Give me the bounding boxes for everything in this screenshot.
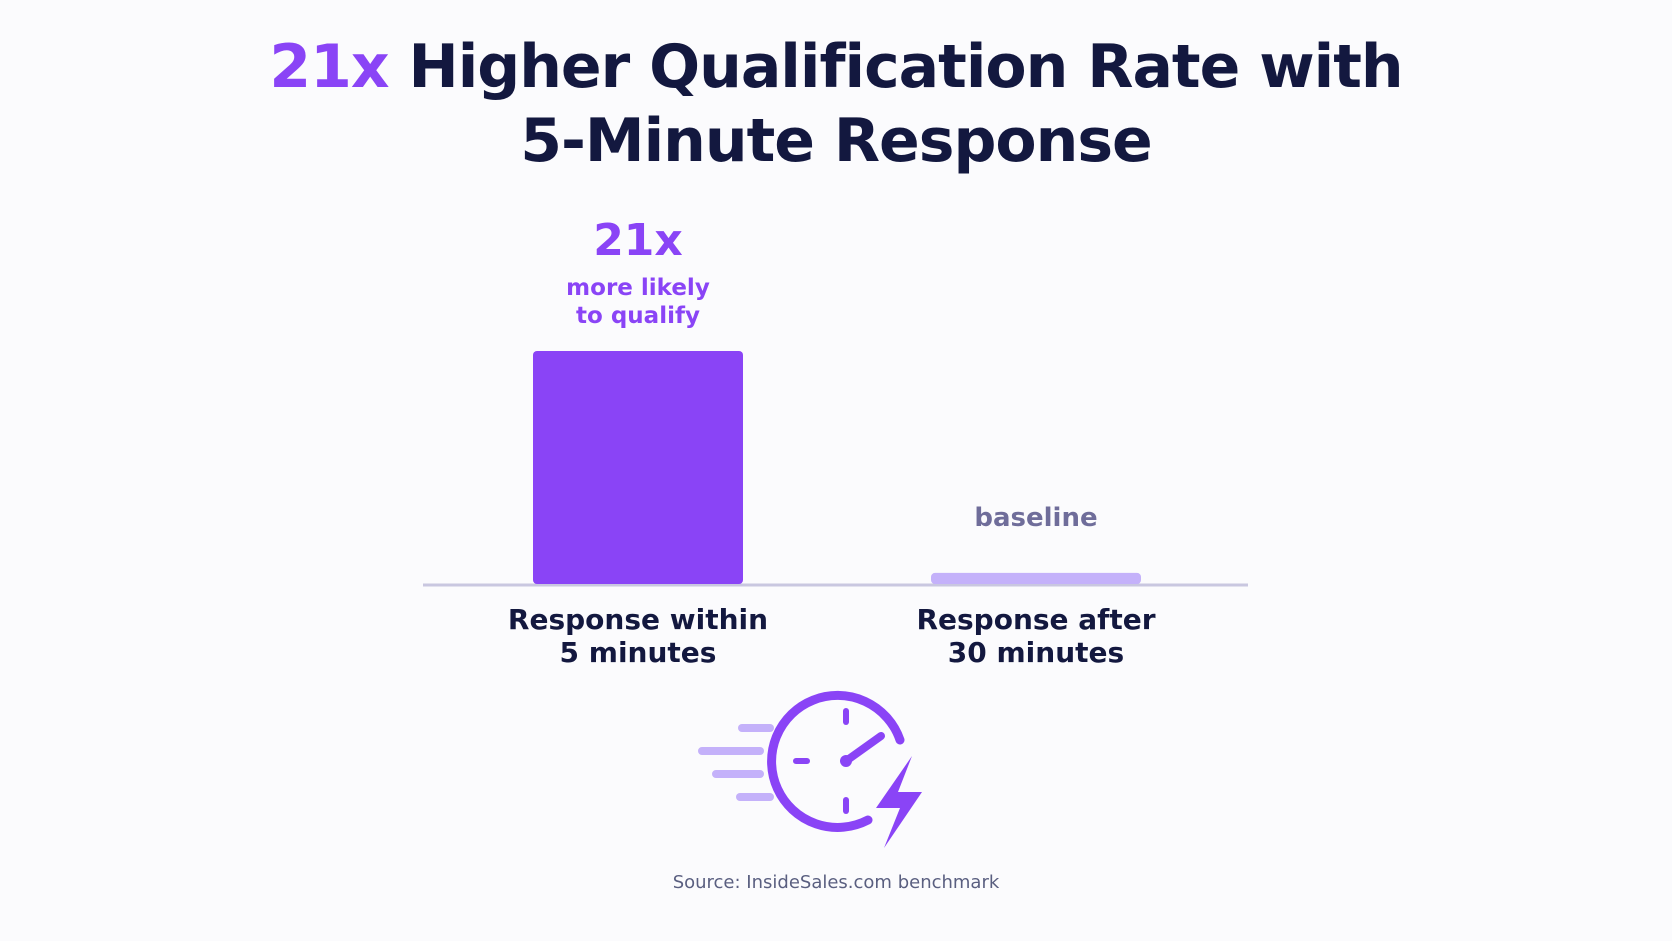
- source-note: Source: InsideSales.com benchmark: [672, 872, 1000, 893]
- x-tick-label: Response within 5 minutes: [507, 603, 769, 669]
- annotation: more likely to qualify: [566, 275, 710, 329]
- value-label: 21x: [593, 215, 683, 266]
- x-tick-label: Response after 30 minutes: [916, 603, 1156, 669]
- chart-title: 21x Higher Qualification Rate with 5-Min…: [269, 32, 1403, 176]
- clock-icon: [698, 690, 922, 848]
- value-label: baseline: [974, 502, 1098, 533]
- bar: [931, 572, 1141, 584]
- bar: [533, 351, 743, 584]
